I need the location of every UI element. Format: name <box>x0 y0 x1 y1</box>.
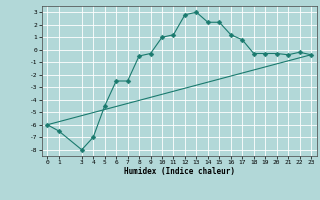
X-axis label: Humidex (Indice chaleur): Humidex (Indice chaleur) <box>124 167 235 176</box>
